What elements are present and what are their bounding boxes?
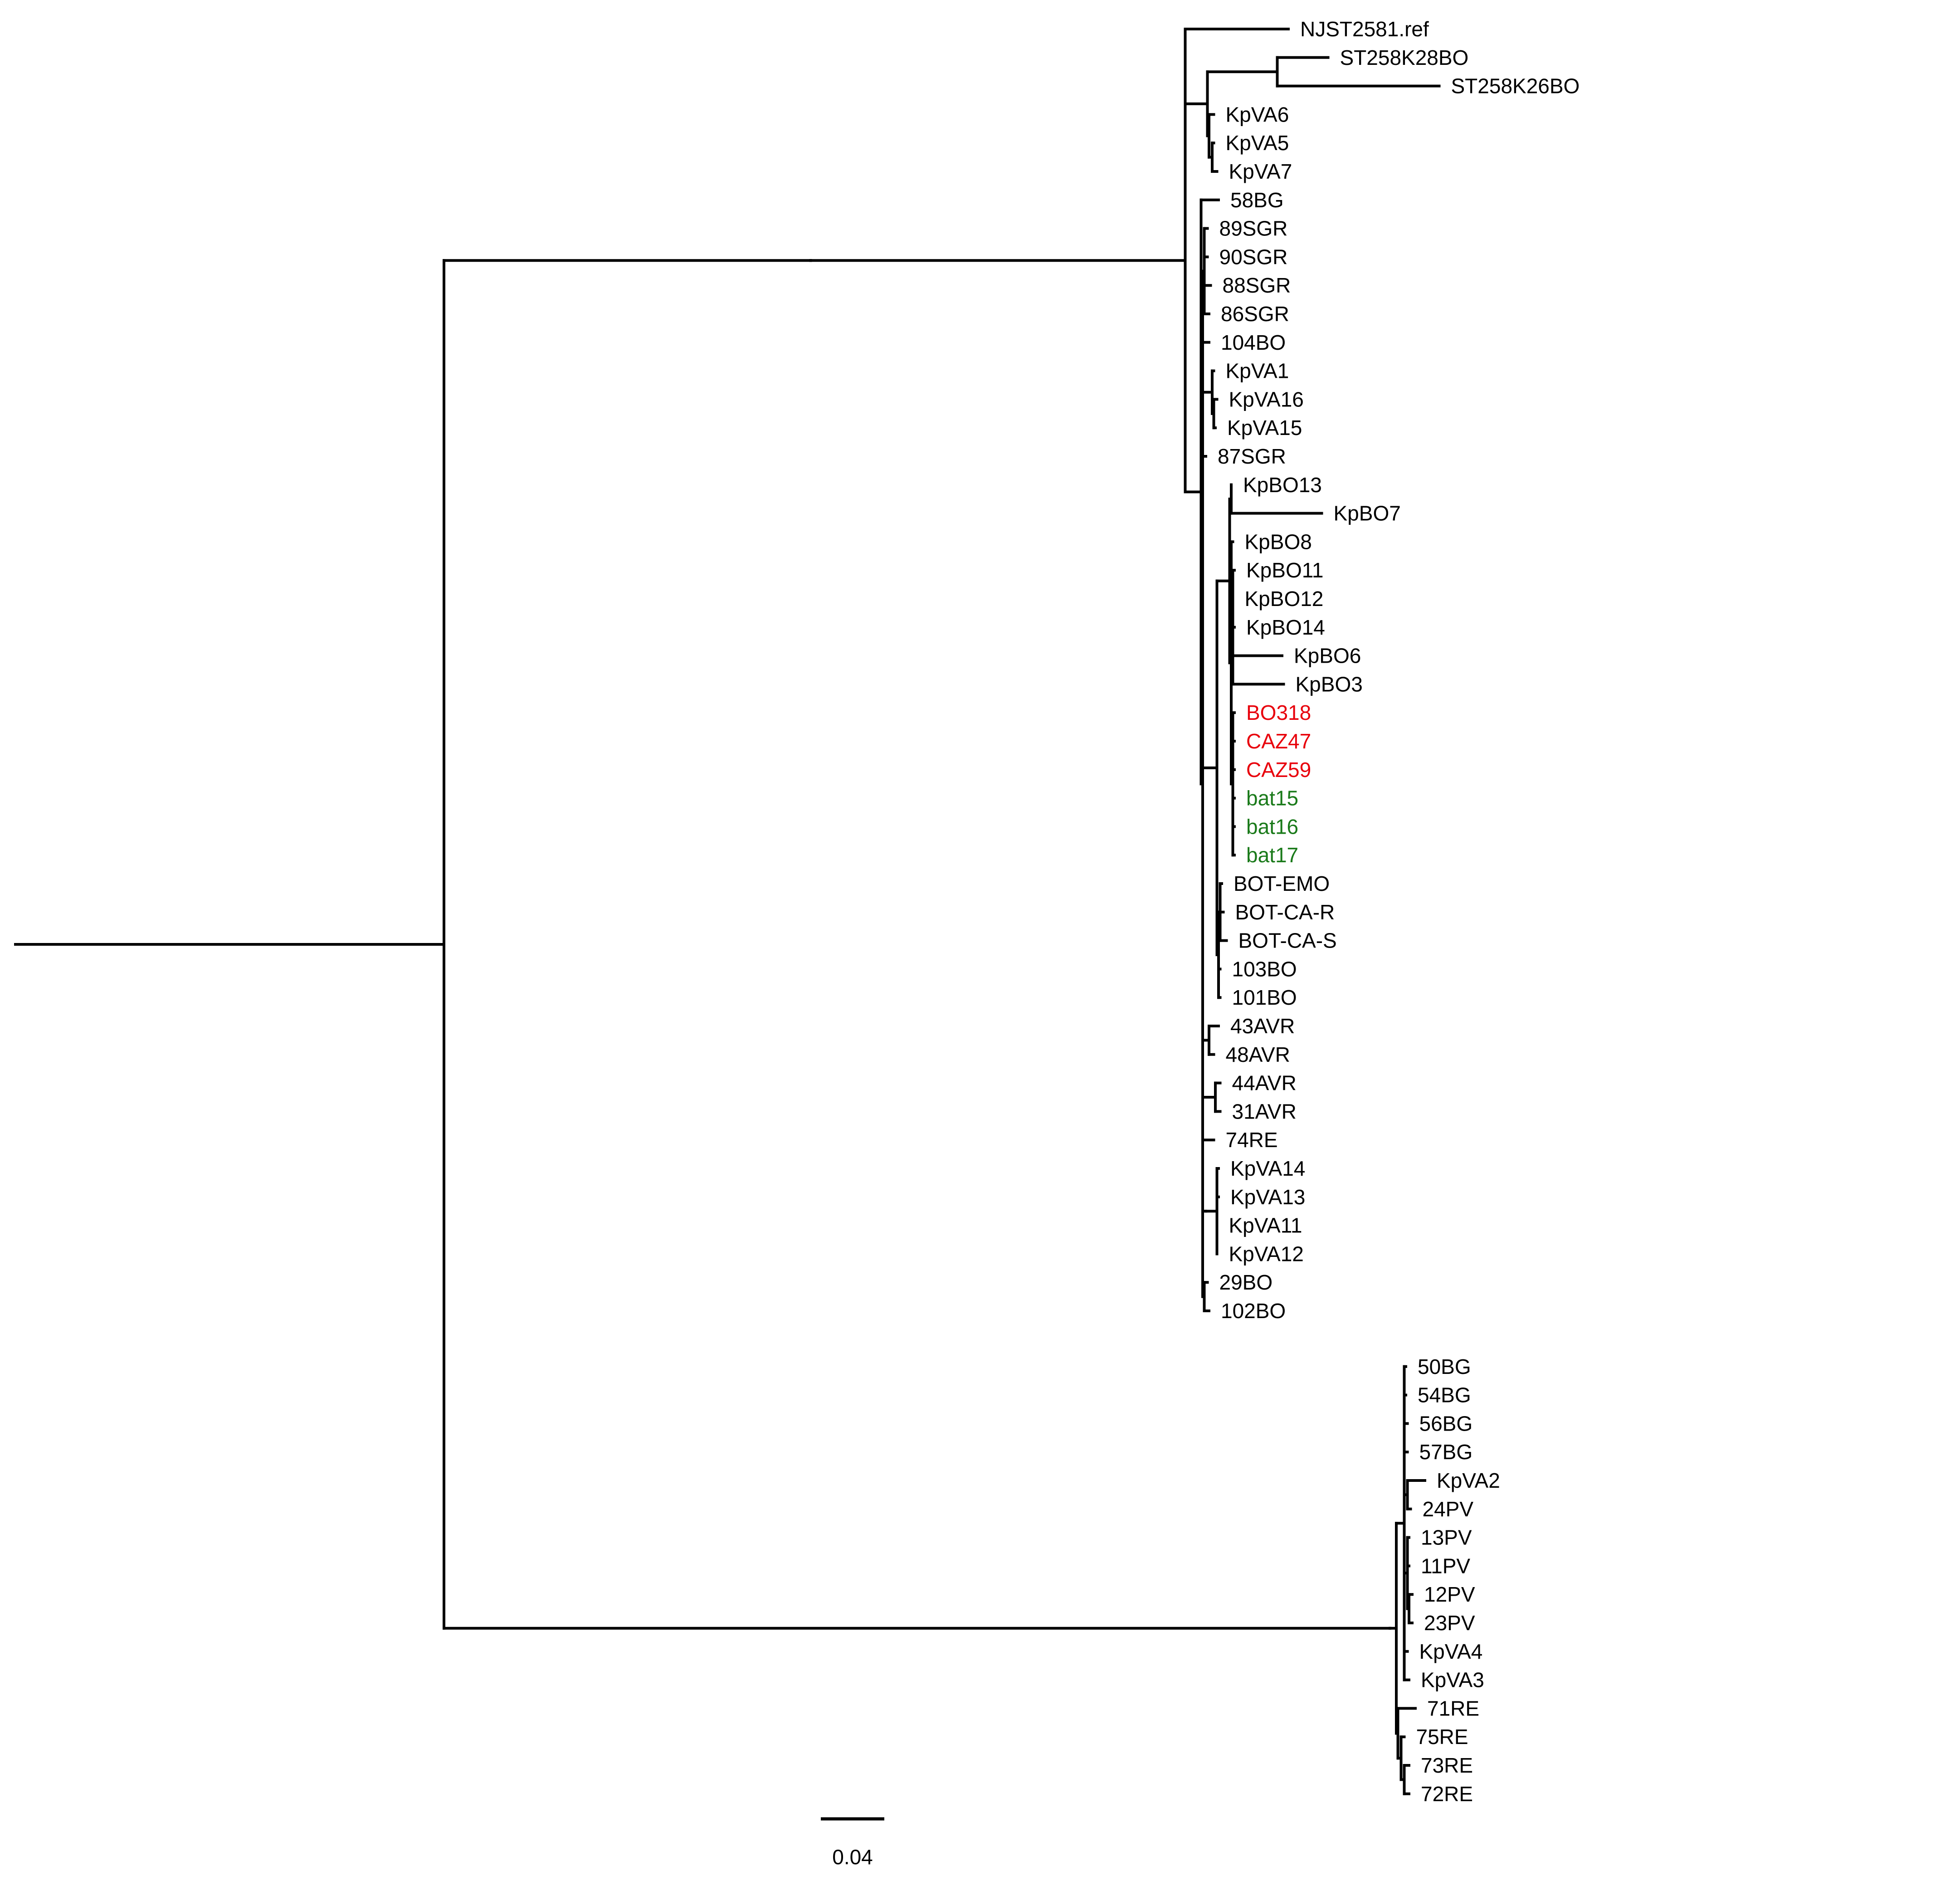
leaf-label: BO318 — [1246, 701, 1311, 724]
leaf-label: 54BG — [1418, 1383, 1471, 1407]
leaf-label: 23PV — [1424, 1611, 1475, 1635]
leaf-label: 31AVR — [1232, 1099, 1297, 1123]
leaf-labels: NJST2581.ref ST258K28BO ST258K26BO KpVA6 KpV… — [1218, 17, 1580, 1806]
leaf-label: 13PV — [1421, 1526, 1472, 1549]
leaf-label: KpVA16 — [1229, 387, 1304, 411]
leaf-label: 12PV — [1424, 1583, 1475, 1606]
leaf-label: bat15 — [1246, 787, 1298, 810]
leaf-label: NJST2581.ref — [1300, 17, 1429, 41]
leaf-label: BOT-EMO — [1234, 872, 1330, 895]
leaf-label: KpBO13 — [1243, 473, 1322, 497]
leaf-label: 57BG — [1419, 1440, 1473, 1464]
leaf-label: 44AVR — [1232, 1071, 1297, 1095]
leaf-label: KpVA5 — [1226, 131, 1289, 155]
leaf-label: KpVA4 — [1419, 1640, 1483, 1663]
leaf-label: 88SGR — [1223, 274, 1291, 297]
leaf-label: KpVA14 — [1230, 1157, 1305, 1180]
leaf-label: KpVA11 — [1229, 1214, 1302, 1237]
leaf-label: 43AVR — [1230, 1014, 1295, 1038]
leaf-label: 58BG — [1230, 188, 1284, 212]
scale-bar: 0.04 — [821, 1817, 884, 1869]
leaf-label: KpVA6 — [1226, 103, 1289, 126]
leaf-label: 103BO — [1232, 957, 1297, 981]
leaf-label: 102BO — [1221, 1299, 1286, 1323]
leaf-label: 11PV — [1421, 1554, 1470, 1578]
leaf-label: 29BO — [1219, 1270, 1273, 1294]
leaf-label: 50BG — [1418, 1355, 1471, 1378]
leaf-label: KpVA7 — [1229, 160, 1292, 183]
leaf-label: BOT-CA-R — [1235, 900, 1335, 924]
leaf-label: bat17 — [1246, 843, 1298, 867]
leaf-label: 101BO — [1232, 986, 1297, 1009]
leaf-label: 24PV — [1423, 1497, 1474, 1521]
leaf-label: KpVA1 — [1226, 359, 1289, 383]
leaf-label: 87SGR — [1218, 445, 1286, 468]
leaf-label: 56BG — [1419, 1412, 1473, 1435]
leaf-label: bat16 — [1246, 815, 1298, 838]
leaf-label: ST258K28BO — [1340, 46, 1469, 69]
leaf-label: KpBO12 — [1245, 587, 1324, 611]
leaf-label: CAZ47 — [1246, 729, 1311, 753]
leaf-label: CAZ59 — [1246, 758, 1311, 782]
leaf-label: KpVA2 — [1437, 1469, 1500, 1492]
leaf-label: KpVA13 — [1230, 1185, 1305, 1209]
leaf-label: KpBO6 — [1294, 644, 1361, 668]
leaf-label: BOT-CA-S — [1238, 929, 1337, 953]
leaf-label: KpBO7 — [1334, 502, 1401, 525]
leaf-label: 86SGR — [1221, 302, 1289, 326]
leaf-label: 104BO — [1221, 331, 1286, 354]
leaf-label: KpVA3 — [1421, 1668, 1484, 1692]
leaf-label: 73RE — [1421, 1754, 1473, 1777]
leaf-label: 71RE — [1427, 1696, 1479, 1720]
leaf-label: 72RE — [1421, 1782, 1473, 1806]
leaf-label: 48AVR — [1226, 1043, 1290, 1066]
leaf-label: 90SGR — [1219, 245, 1288, 269]
tree-branches — [14, 28, 1441, 1795]
leaf-label: 75RE — [1416, 1725, 1468, 1749]
leaf-label: ST258K26BO — [1451, 74, 1580, 98]
leaf-label: KpVA12 — [1229, 1242, 1304, 1265]
leaf-label: KpVA15 — [1227, 416, 1302, 440]
scale-bar-label: 0.04 — [832, 1845, 873, 1869]
leaf-label: KpBO8 — [1245, 530, 1312, 553]
leaf-label: KpBO14 — [1246, 616, 1325, 639]
leaf-label: 89SGR — [1219, 217, 1288, 240]
leaf-label: KpBO11 — [1246, 558, 1323, 582]
leaf-label: KpBO3 — [1296, 672, 1363, 696]
leaf-label: 74RE — [1226, 1128, 1278, 1152]
